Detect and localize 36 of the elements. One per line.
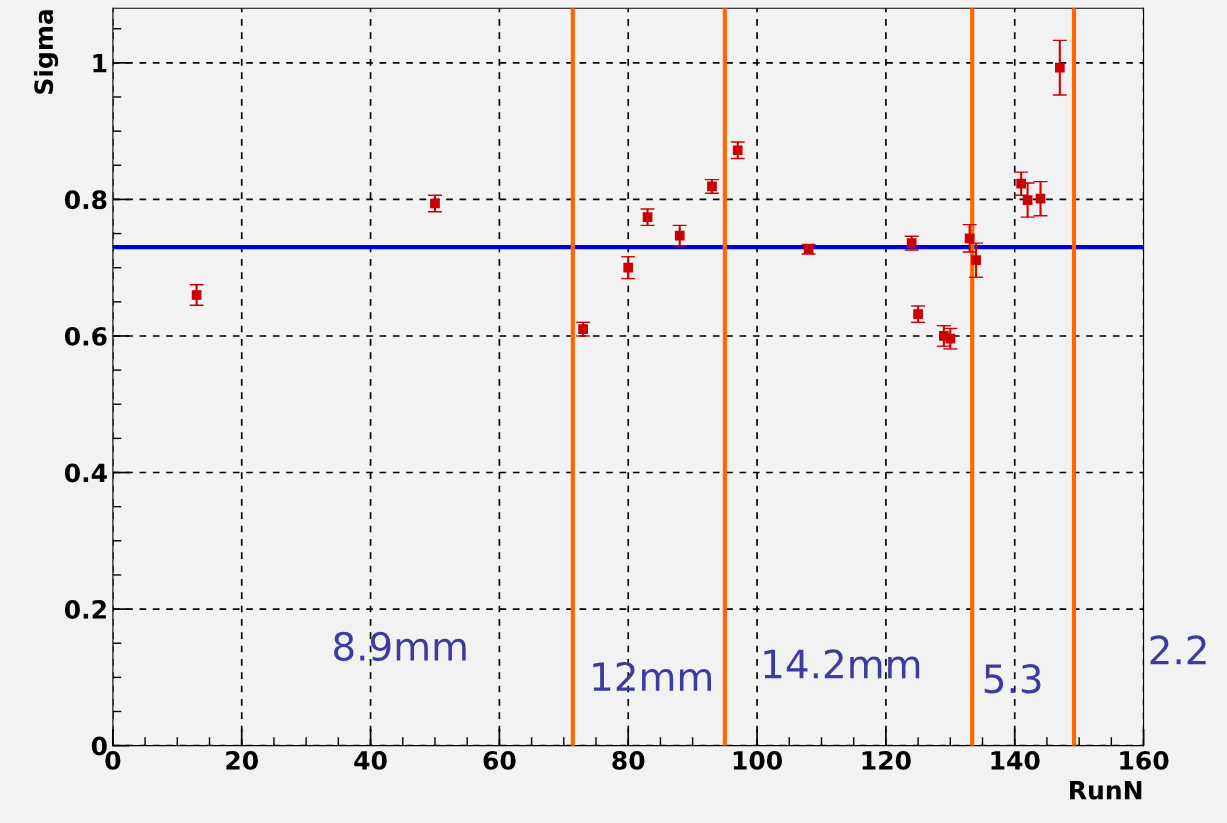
x-tick-label: 140 — [991, 750, 1040, 770]
point — [1035, 193, 1046, 204]
x-axis-title: RunN — [1070, 781, 1142, 800]
y-tick-label: 0.4 — [64, 463, 107, 483]
annotation: 14.2mm — [764, 649, 920, 679]
y-tick-label: 0.6 — [64, 326, 107, 346]
y-tick-label: 1 — [93, 54, 107, 73]
x-tick-label: 100 — [733, 750, 782, 770]
y-axis-title: Sigma — [33, 10, 59, 94]
y-tick-label: 0.2 — [64, 600, 106, 619]
point — [1054, 62, 1065, 73]
point — [945, 333, 956, 344]
x-tick-label: 120 — [862, 750, 911, 770]
point — [913, 309, 923, 319]
x-tick-label: 80 — [612, 750, 645, 770]
y-tick-label: 0 — [91, 736, 107, 756]
point — [1016, 178, 1027, 189]
x-tick-label: 160 — [1120, 750, 1169, 770]
y-tick-label: 0.8 — [64, 190, 107, 210]
point — [964, 233, 975, 244]
point — [191, 290, 202, 300]
point — [430, 198, 440, 209]
annotation: 12mm — [593, 661, 712, 691]
annotation: 5.3 — [984, 664, 1041, 694]
point — [623, 262, 634, 273]
annotation: 8.9mm — [334, 631, 466, 662]
point — [642, 212, 653, 223]
x-tick-label: 0 — [105, 750, 121, 770]
x-tick-label: 40 — [354, 750, 387, 770]
text: 2.2 — [1150, 635, 1206, 665]
point — [674, 230, 685, 241]
point — [971, 255, 981, 266]
x-tick-label: 20 — [226, 750, 258, 770]
x-tick-label: 60 — [483, 750, 516, 770]
point — [732, 145, 743, 156]
point — [1022, 195, 1033, 205]
